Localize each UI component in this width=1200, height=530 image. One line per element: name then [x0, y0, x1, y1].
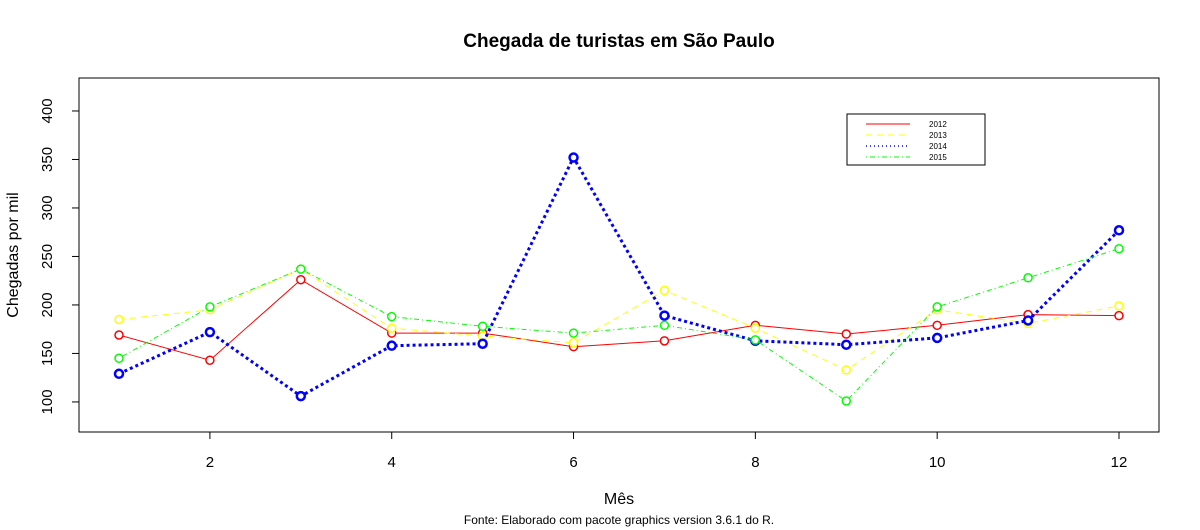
data-point	[114, 330, 124, 340]
data-point	[386, 311, 397, 322]
data-point	[568, 338, 579, 348]
data-point	[931, 332, 943, 344]
series-line-2013	[118, 268, 1120, 371]
series-layer	[113, 152, 1125, 406]
y-tick-label: 300	[39, 195, 56, 220]
data-point	[296, 264, 306, 274]
legend-label: 2012	[929, 120, 947, 129]
data-point	[750, 335, 761, 345]
y-tick-label: 350	[39, 147, 56, 172]
data-point	[205, 302, 215, 312]
data-point	[841, 365, 852, 375]
series-line-2012	[118, 279, 1120, 361]
data-point	[1114, 243, 1124, 254]
data-point	[204, 326, 216, 338]
data-point	[568, 328, 579, 338]
data-point	[932, 320, 942, 331]
data-point	[932, 302, 942, 312]
data-point	[1022, 315, 1034, 326]
y-tick-label: 200	[39, 292, 56, 317]
x-tick-label: 8	[751, 454, 759, 471]
legend-box	[846, 113, 986, 166]
data-point	[1114, 310, 1124, 321]
data-point	[568, 152, 579, 163]
source-caption: Fonte: Elaborado com pacote graphics ver…	[464, 513, 774, 527]
data-point	[841, 339, 852, 350]
data-point	[659, 310, 670, 321]
y-axis: 100 150 200 250 300 350 400	[39, 98, 80, 414]
data-point	[477, 321, 488, 332]
x-axis-label: Mês	[604, 491, 634, 508]
plot-frame	[78, 77, 1160, 433]
series-line-2015	[118, 248, 1120, 402]
legend-label: 2015	[929, 153, 947, 162]
data-point	[386, 323, 397, 333]
data-point	[295, 390, 307, 402]
x-tick-label: 12	[1111, 454, 1128, 471]
y-tick-label: 150	[39, 341, 56, 366]
data-point	[841, 396, 852, 406]
data-point	[659, 336, 670, 346]
data-point	[841, 329, 852, 339]
legend-label: 2014	[929, 142, 947, 151]
data-point	[477, 338, 488, 349]
data-point	[1023, 273, 1033, 283]
legend: 2012 2013 2014 2015	[846, 113, 986, 166]
series-2012	[114, 274, 1124, 365]
data-point	[386, 340, 397, 351]
series-2015	[114, 243, 1124, 406]
x-tick-label: 2	[206, 454, 214, 471]
data-point	[296, 274, 306, 285]
data-point	[1113, 225, 1125, 236]
data-point	[750, 323, 761, 333]
data-point	[1114, 301, 1124, 311]
x-tick-label: 4	[388, 454, 396, 471]
x-axis: 2 4 6 8 10 12	[206, 431, 1128, 471]
x-tick-label: 10	[929, 454, 946, 471]
chart-title: Chegada de turistas em São Paulo	[463, 31, 774, 52]
y-tick-label: 100	[39, 389, 56, 414]
data-point	[114, 314, 124, 325]
data-point	[205, 355, 215, 365]
data-point	[659, 285, 670, 296]
y-tick-label: 400	[39, 98, 56, 123]
series-2014	[113, 152, 1125, 402]
y-tick-label: 250	[39, 244, 56, 269]
x-tick-label: 6	[569, 454, 577, 471]
legend-label: 2013	[929, 131, 947, 140]
data-point	[114, 353, 124, 364]
data-point	[659, 320, 670, 331]
series-2013	[114, 264, 1124, 375]
data-point	[113, 368, 125, 380]
y-axis-label: Chegadas por mil	[5, 192, 22, 317]
series-line-2014	[118, 154, 1121, 398]
